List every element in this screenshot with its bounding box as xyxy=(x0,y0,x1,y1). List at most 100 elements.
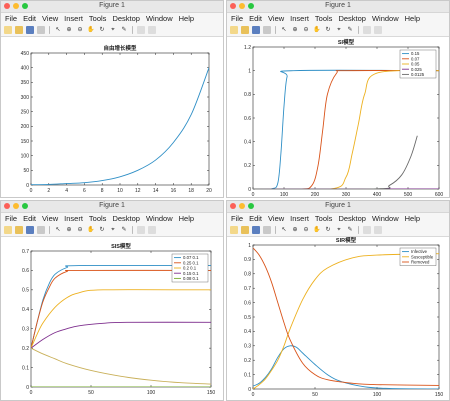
menu-insert[interactable]: Insert xyxy=(290,14,309,23)
menu-help[interactable]: Help xyxy=(404,214,421,223)
menu-window[interactable]: Window xyxy=(145,214,173,223)
menu-view[interactable]: View xyxy=(42,14,59,23)
close-icon[interactable] xyxy=(230,203,236,209)
zoom-in-icon[interactable]: ⊕ xyxy=(66,227,72,233)
pointer-icon[interactable]: ↖ xyxy=(281,227,287,233)
menu-tools[interactable]: Tools xyxy=(88,214,107,223)
legend-icon[interactable] xyxy=(374,226,382,234)
minimize-icon[interactable] xyxy=(239,3,245,9)
zoom-out-icon[interactable]: ⊖ xyxy=(77,227,83,233)
zoom-in-icon[interactable]: ⊕ xyxy=(66,27,72,33)
menu-insert[interactable]: Insert xyxy=(64,14,83,23)
colorbar-icon[interactable] xyxy=(363,26,371,34)
menu-help[interactable]: Help xyxy=(178,214,195,223)
menu-tools[interactable]: Tools xyxy=(88,14,107,23)
menu-window[interactable]: Window xyxy=(371,14,399,23)
rotate-icon[interactable]: ↻ xyxy=(325,27,331,33)
data-cursor-icon[interactable]: ⌖ xyxy=(111,227,115,233)
close-icon[interactable] xyxy=(4,203,10,209)
y-tick-label: 0.2 xyxy=(244,163,251,169)
colorbar-icon[interactable] xyxy=(363,226,371,234)
menu-view[interactable]: View xyxy=(268,14,285,23)
menu-view[interactable]: View xyxy=(42,214,59,223)
new-figure-icon[interactable] xyxy=(4,226,12,234)
print-icon[interactable] xyxy=(37,226,45,234)
minimize-icon[interactable] xyxy=(13,3,19,9)
pan-icon[interactable]: ✋ xyxy=(87,227,95,233)
zoom-icon[interactable] xyxy=(248,3,254,9)
print-icon[interactable] xyxy=(37,26,45,34)
menu-desktop[interactable]: Desktop xyxy=(338,14,366,23)
legend-icon[interactable] xyxy=(148,26,156,34)
menu-window[interactable]: Window xyxy=(145,14,173,23)
menu-desktop[interactable]: Desktop xyxy=(112,214,140,223)
rotate-icon[interactable]: ↻ xyxy=(325,227,331,233)
brush-icon[interactable]: ✎ xyxy=(121,27,127,33)
zoom-icon[interactable] xyxy=(22,203,28,209)
colorbar-icon[interactable] xyxy=(137,26,145,34)
menu-tools[interactable]: Tools xyxy=(314,14,333,23)
pan-icon[interactable]: ✋ xyxy=(87,27,95,33)
pointer-icon[interactable]: ↖ xyxy=(55,27,61,33)
menu-file[interactable]: File xyxy=(5,14,18,23)
pan-icon[interactable]: ✋ xyxy=(313,27,321,33)
menu-window[interactable]: Window xyxy=(371,214,399,223)
menu-insert[interactable]: Insert xyxy=(290,214,309,223)
zoom-out-icon[interactable]: ⊖ xyxy=(303,27,309,33)
menu-desktop[interactable]: Desktop xyxy=(112,14,140,23)
pointer-icon[interactable]: ↖ xyxy=(55,227,61,233)
pan-icon[interactable]: ✋ xyxy=(313,227,321,233)
menu-help[interactable]: Help xyxy=(178,14,195,23)
menu-view[interactable]: View xyxy=(268,214,285,223)
data-cursor-icon[interactable]: ⌖ xyxy=(337,27,341,33)
menu-file[interactable]: File xyxy=(5,214,18,223)
open-file-icon[interactable] xyxy=(241,26,249,34)
minimize-icon[interactable] xyxy=(13,203,19,209)
open-file-icon[interactable] xyxy=(15,26,23,34)
print-icon[interactable] xyxy=(263,26,271,34)
new-figure-icon[interactable] xyxy=(4,26,12,34)
brush-icon[interactable]: ✎ xyxy=(347,227,353,233)
print-icon[interactable] xyxy=(263,226,271,234)
pointer-icon[interactable]: ↖ xyxy=(281,27,287,33)
menu-edit[interactable]: Edit xyxy=(23,214,37,223)
save-icon[interactable] xyxy=(26,226,34,234)
minimize-icon[interactable] xyxy=(239,203,245,209)
colorbar-icon[interactable] xyxy=(137,226,145,234)
zoom-out-icon[interactable]: ⊖ xyxy=(77,27,83,33)
rotate-icon[interactable]: ↻ xyxy=(99,27,105,33)
zoom-icon[interactable] xyxy=(22,3,28,9)
zoom-in-icon[interactable]: ⊕ xyxy=(292,227,298,233)
new-figure-icon[interactable] xyxy=(230,226,238,234)
open-file-icon[interactable] xyxy=(15,226,23,234)
menu-desktop[interactable]: Desktop xyxy=(338,214,366,223)
menu-file[interactable]: File xyxy=(231,14,244,23)
data-cursor-icon[interactable]: ⌖ xyxy=(337,227,341,233)
toolbar-separator xyxy=(132,26,133,34)
close-icon[interactable] xyxy=(4,3,10,9)
save-icon[interactable] xyxy=(252,26,260,34)
brush-icon[interactable]: ✎ xyxy=(347,27,353,33)
new-figure-icon[interactable] xyxy=(230,26,238,34)
legend-icon[interactable] xyxy=(148,226,156,234)
legend-icon[interactable] xyxy=(374,26,382,34)
brush-icon[interactable]: ✎ xyxy=(121,227,127,233)
open-file-icon[interactable] xyxy=(241,226,249,234)
menu-edit[interactable]: Edit xyxy=(23,14,37,23)
menu-insert[interactable]: Insert xyxy=(64,214,83,223)
menu-edit[interactable]: Edit xyxy=(249,214,263,223)
menu-file[interactable]: File xyxy=(231,214,244,223)
toolbar-separator xyxy=(275,26,276,34)
zoom-in-icon[interactable]: ⊕ xyxy=(292,27,298,33)
data-cursor-icon[interactable]: ⌖ xyxy=(111,27,115,33)
axes-area: SIS模型 0 50 100 150 0 0.1 0.2 0.3 0.4 0.5 0.6 0.7 0.07… xyxy=(1,237,223,400)
menu-help[interactable]: Help xyxy=(404,14,421,23)
menu-tools[interactable]: Tools xyxy=(314,214,333,223)
save-icon[interactable] xyxy=(26,26,34,34)
menu-edit[interactable]: Edit xyxy=(249,14,263,23)
zoom-out-icon[interactable]: ⊖ xyxy=(303,227,309,233)
save-icon[interactable] xyxy=(252,226,260,234)
rotate-icon[interactable]: ↻ xyxy=(99,227,105,233)
zoom-icon[interactable] xyxy=(248,203,254,209)
close-icon[interactable] xyxy=(230,3,236,9)
